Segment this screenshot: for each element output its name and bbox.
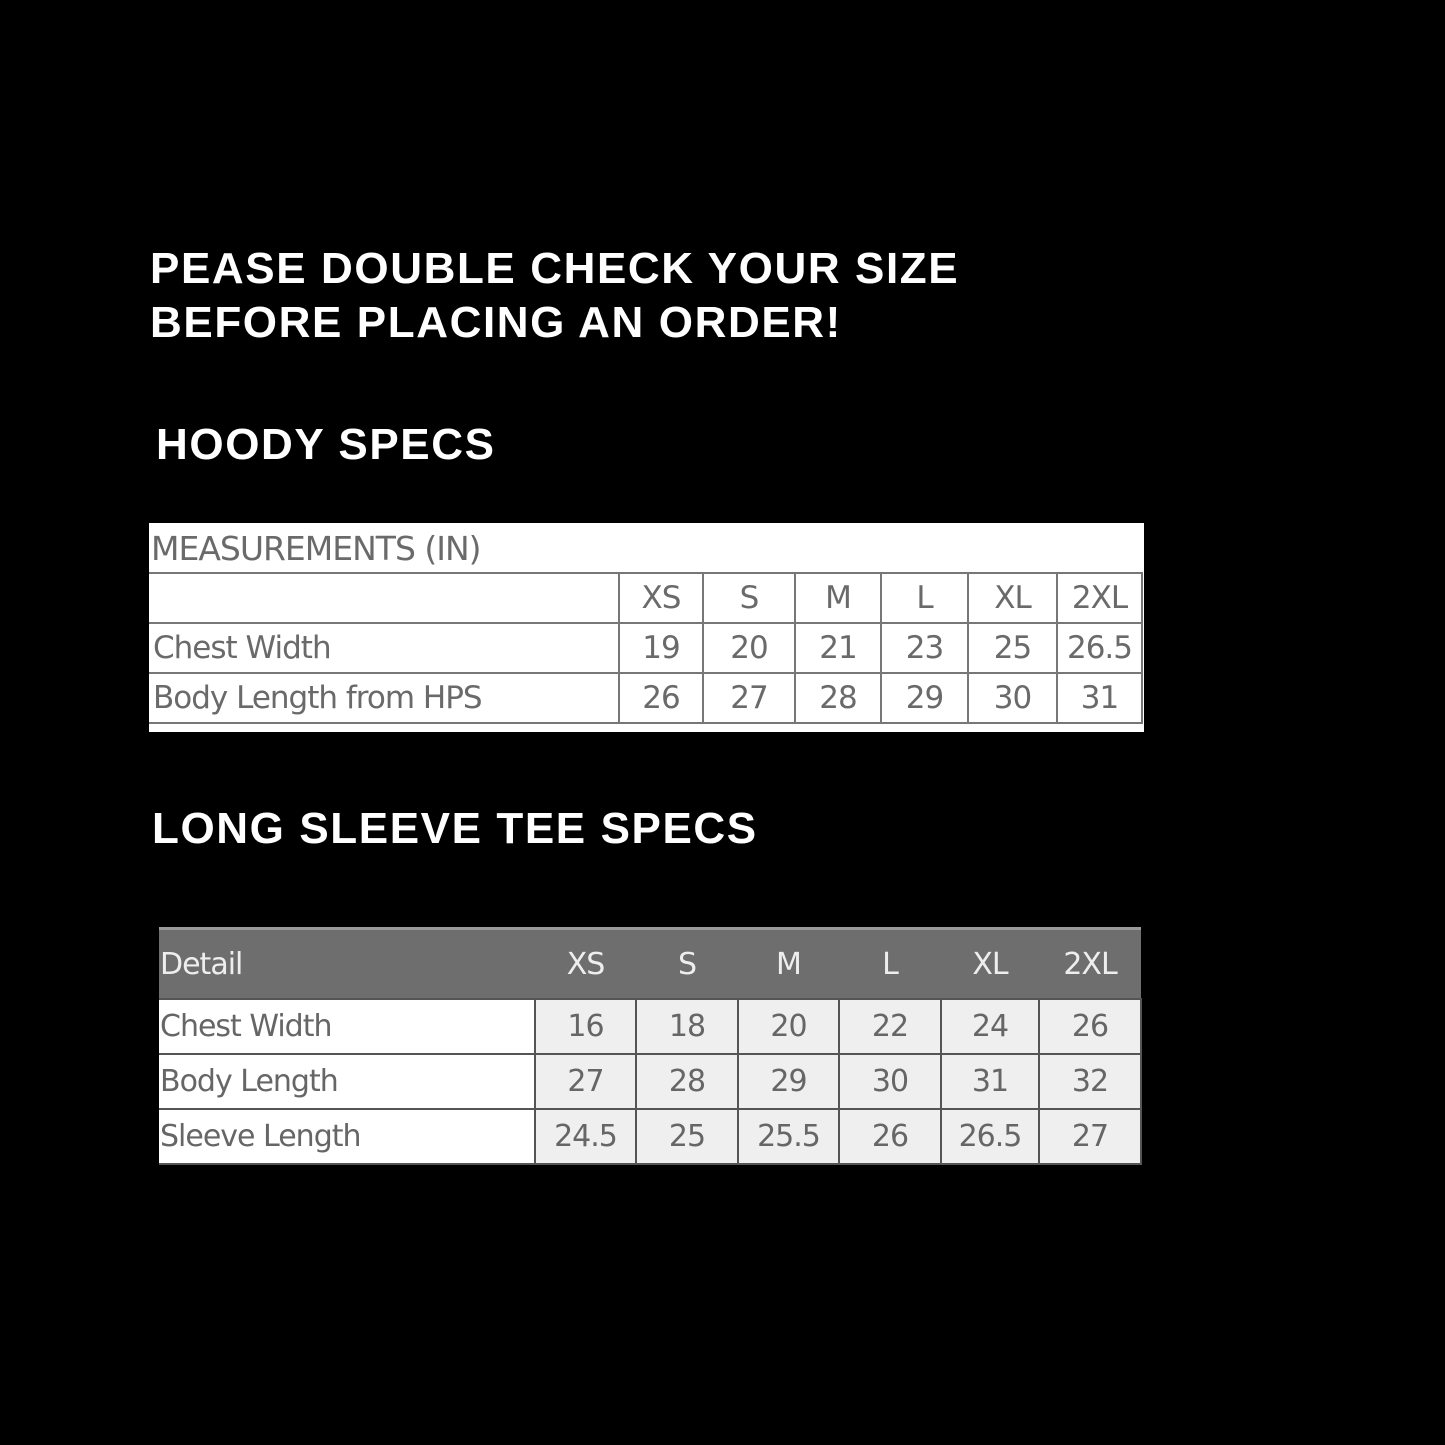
cell: 27 — [534, 1053, 637, 1110]
size-header: 2XL — [1039, 927, 1141, 999]
cell: 26 — [1038, 998, 1142, 1055]
cell: 28 — [635, 1053, 739, 1110]
cell: 30 — [967, 672, 1058, 724]
cell: 25 — [635, 1108, 739, 1165]
size-header: M — [738, 927, 839, 999]
size-notice: PEASE DOUBLE CHECK YOUR SIZE BEFORE PLAC… — [150, 242, 959, 350]
table-row: Body Length 27 28 29 30 31 32 — [159, 1053, 1142, 1110]
size-header: L — [880, 572, 969, 624]
hoody-table-caption: MEASUREMENTS (IN) — [151, 529, 482, 568]
cell: 25 — [967, 622, 1058, 674]
cell: 31 — [1056, 672, 1143, 724]
cell: 20 — [702, 622, 796, 674]
size-header: XL — [941, 927, 1039, 999]
cell: 24 — [940, 998, 1040, 1055]
cell: 27 — [1038, 1108, 1142, 1165]
cell: 16 — [534, 998, 637, 1055]
table-row: Sleeve Length 24.5 25 25.5 26 26.5 27 — [159, 1108, 1142, 1165]
hoody-size-table: MEASUREMENTS (IN) XS S M L XL 2XL Chest … — [149, 523, 1144, 732]
notice-line-1: PEASE DOUBLE CHECK YOUR SIZE — [150, 244, 960, 293]
cell: 19 — [618, 622, 704, 674]
size-header: 2XL — [1056, 572, 1143, 624]
cell: 23 — [880, 622, 969, 674]
long-sleeve-size-table: Detail XS S M L XL 2XL Chest Width 16 18… — [159, 927, 1142, 1165]
row-label: Body Length — [159, 1053, 536, 1110]
table-row: Chest Width 19 20 21 23 25 26.5 — [149, 622, 1143, 674]
hoody-header-row: XS S M L XL 2XL — [149, 572, 1143, 624]
size-header: M — [794, 572, 882, 624]
size-header: S — [636, 927, 738, 999]
cell: 28 — [794, 672, 882, 724]
cell: 27 — [702, 672, 796, 724]
table-row: Chest Width 16 18 20 22 24 26 — [159, 998, 1142, 1055]
long-sleeve-specs-title: LONG SLEEVE TEE SPECS — [152, 804, 758, 853]
size-header: L — [839, 927, 941, 999]
row-label: Body Length from HPS — [149, 672, 620, 724]
cell: 20 — [737, 998, 840, 1055]
row-label: Chest Width — [149, 622, 620, 674]
cell: 24.5 — [534, 1108, 637, 1165]
table-row: Body Length from HPS 26 27 28 29 30 31 — [149, 672, 1143, 724]
notice-line-2: BEFORE PLACING AN ORDER! — [150, 298, 842, 347]
cell: 26 — [838, 1108, 942, 1165]
size-header: XS — [535, 927, 636, 999]
row-label: Chest Width — [159, 998, 536, 1055]
cell: 26.5 — [940, 1108, 1040, 1165]
cell: 31 — [940, 1053, 1040, 1110]
detail-header: Detail — [159, 927, 535, 999]
cell: 25.5 — [737, 1108, 840, 1165]
cell: 29 — [737, 1053, 840, 1110]
cell: 32 — [1038, 1053, 1142, 1110]
cell: 29 — [880, 672, 969, 724]
cell: 30 — [838, 1053, 942, 1110]
cell: 26.5 — [1056, 622, 1143, 674]
cell: 22 — [838, 998, 942, 1055]
row-label: Sleeve Length — [159, 1108, 536, 1165]
size-header: S — [702, 572, 796, 624]
long-sleeve-header-row: Detail XS S M L XL 2XL — [159, 927, 1141, 999]
cell: 18 — [635, 998, 739, 1055]
size-header: XS — [618, 572, 704, 624]
cell: 26 — [618, 672, 704, 724]
size-header: XL — [967, 572, 1058, 624]
hoody-specs-title: HOODY SPECS — [156, 420, 496, 469]
cell: 21 — [794, 622, 882, 674]
